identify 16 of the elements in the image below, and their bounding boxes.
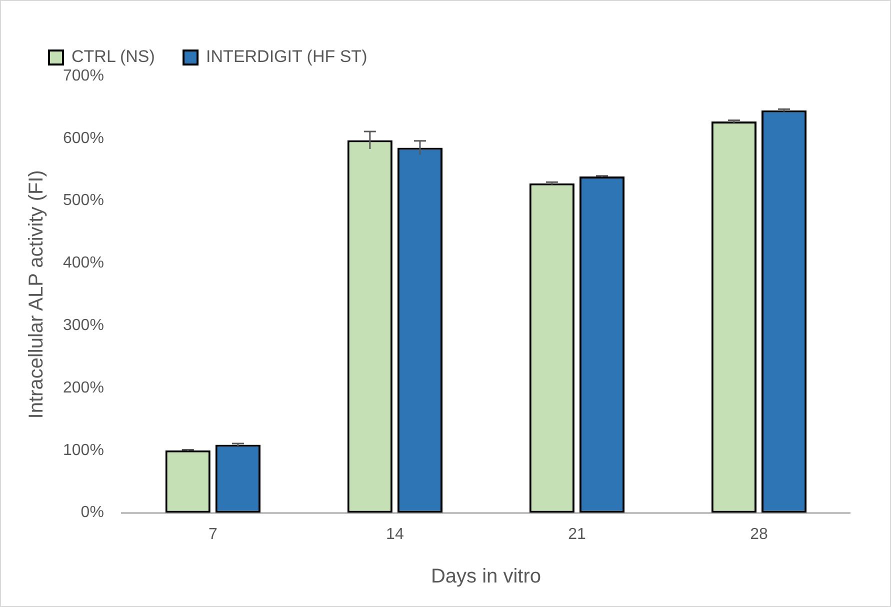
legend-label: CTRL (NS) [72, 47, 155, 66]
y-tick-label: 500% [63, 192, 104, 210]
x-tick-label: 14 [386, 526, 404, 543]
legend-label: INTERDIGIT (HF ST) [206, 47, 368, 66]
y-tick-label: 400% [63, 254, 104, 272]
x-axis-title: Days in vitro [430, 566, 541, 588]
x-tick-label: 21 [568, 526, 586, 543]
y-axis-title: Intracellular ALP activity (FI) [26, 170, 48, 419]
y-tick-label: 100% [63, 442, 104, 459]
y-tick-label: 300% [63, 317, 104, 334]
x-tick-label: 7 [208, 526, 218, 543]
y-tick-label: 600% [63, 130, 104, 147]
y-tick-label: 700% [63, 67, 104, 84]
y-tick-label: 200% [63, 379, 104, 396]
x-tick-label: 28 [750, 526, 768, 543]
y-tick-label: 0% [80, 504, 104, 522]
